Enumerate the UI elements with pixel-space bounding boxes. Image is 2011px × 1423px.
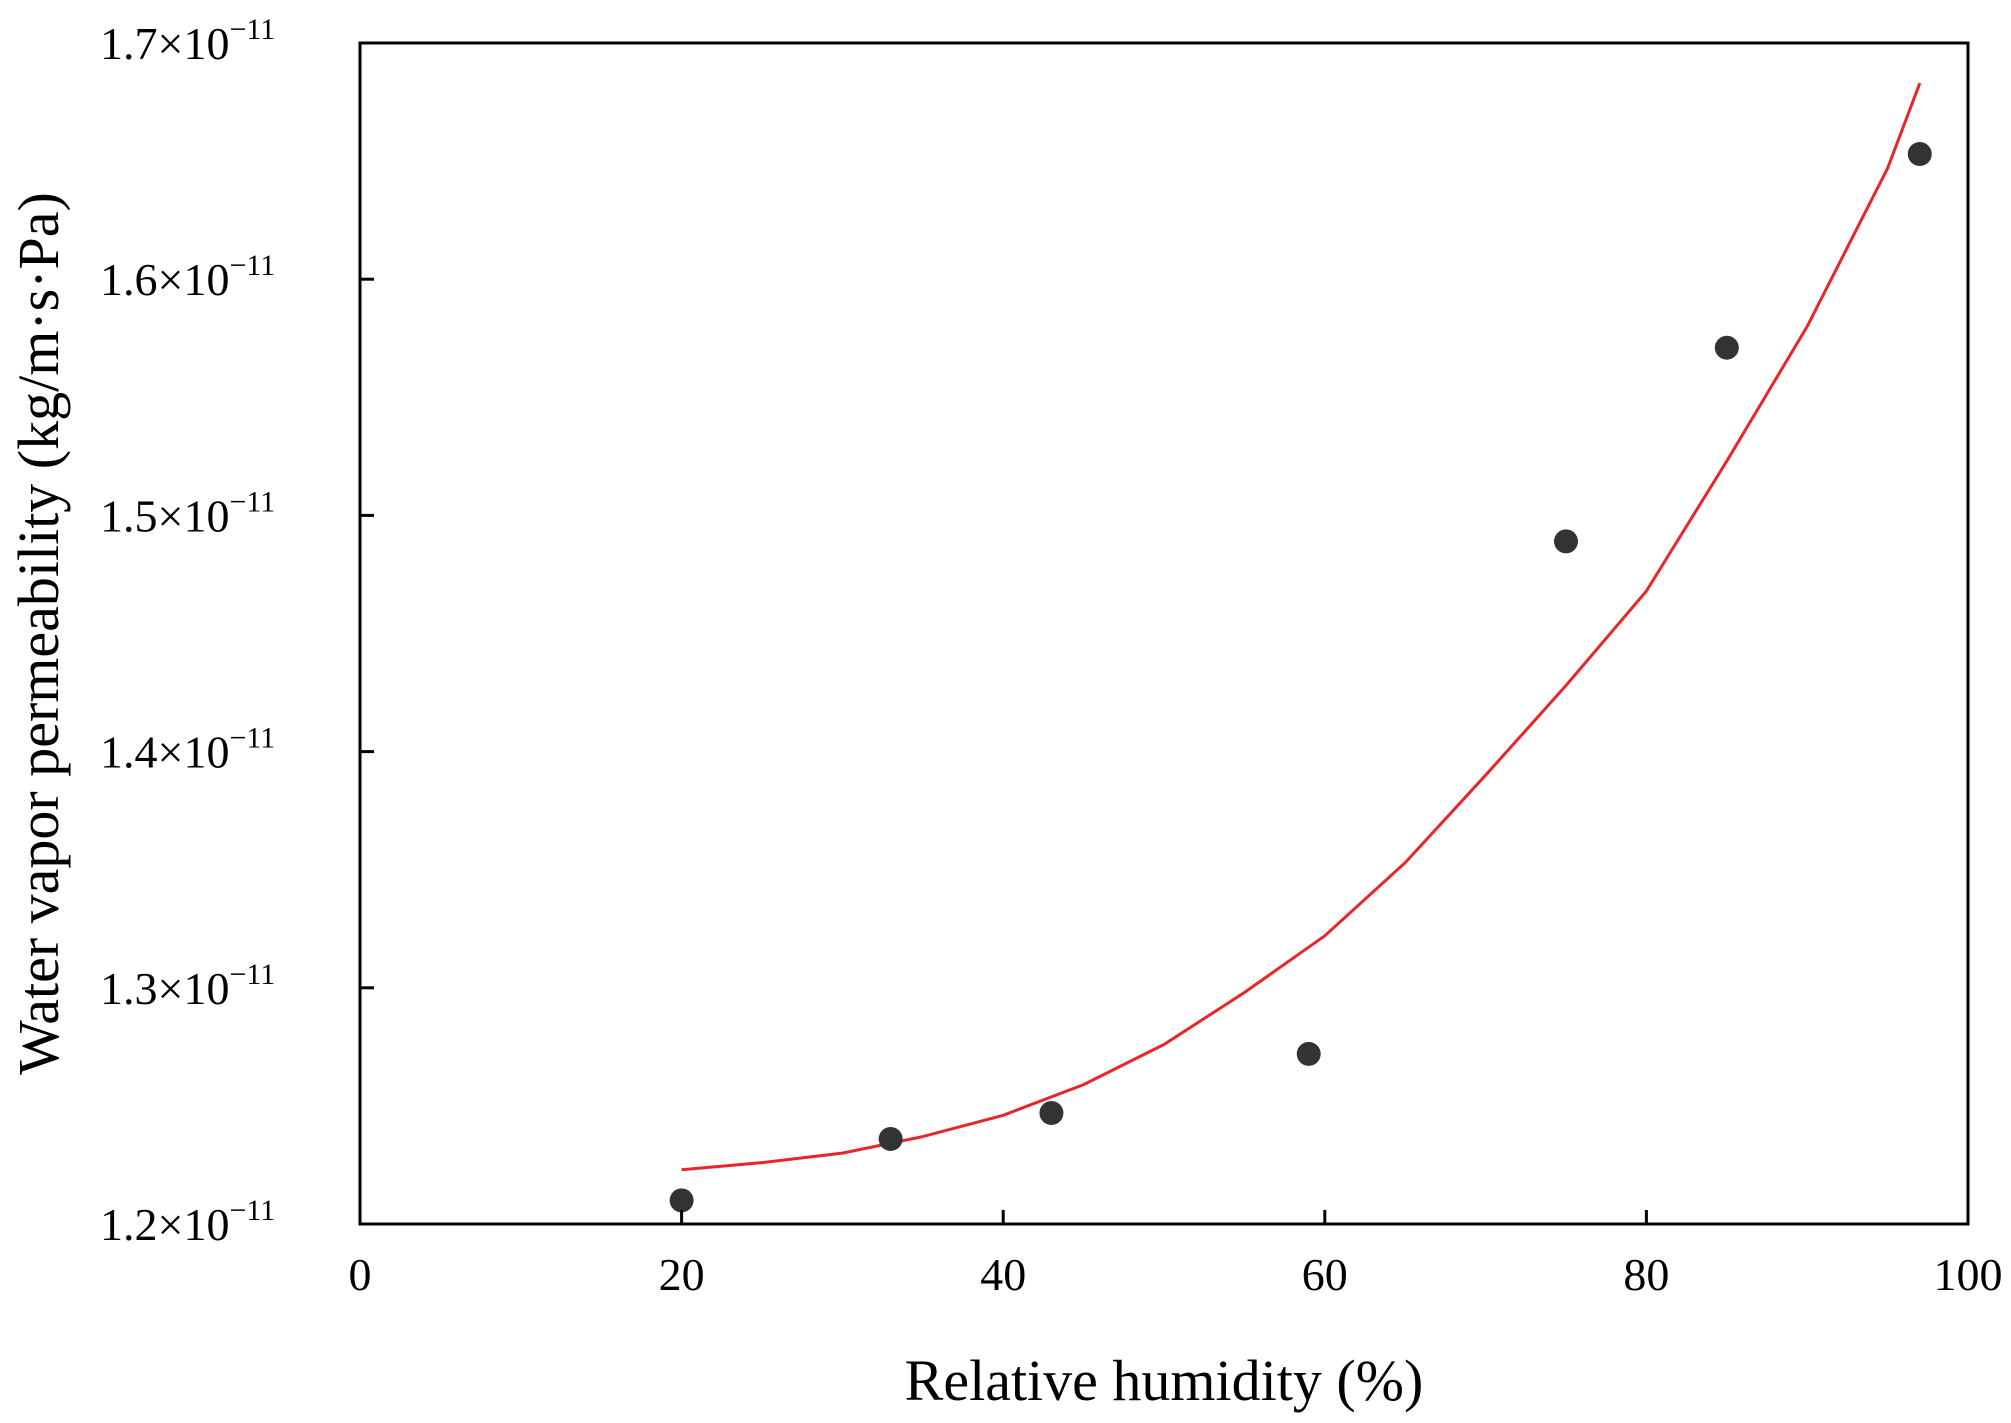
x-tick-label: 20 — [659, 1249, 705, 1300]
y-tick-label: 1.2×10−11 — [100, 1194, 275, 1250]
data-point — [1039, 1100, 1064, 1125]
x-tick-label: 40 — [980, 1249, 1026, 1300]
x-tick-label: 0 — [349, 1249, 372, 1300]
data-point — [1714, 335, 1739, 360]
x-axis: 0 20 40 60 80 100 — [349, 1210, 2003, 1300]
x-tick-label: 100 — [1934, 1249, 2003, 1300]
data-point — [1907, 142, 1932, 167]
y-tick-label: 1.4×10−11 — [100, 722, 275, 778]
y-tick-label: 1.7×10−11 — [100, 13, 275, 69]
plot-area — [669, 82, 1932, 1213]
data-point — [1296, 1041, 1321, 1066]
y-axis-title: Water vapor permeability (kg/m·s·Pa) — [6, 192, 71, 1075]
x-axis-title: Relative humidity (%) — [905, 1348, 1424, 1413]
x-tick-label: 80 — [1623, 1249, 1669, 1300]
data-point — [878, 1126, 903, 1151]
y-tick-label: 1.5×10−11 — [100, 485, 275, 541]
y-tick-label: 1.3×10−11 — [100, 958, 275, 1014]
data-point — [669, 1188, 694, 1213]
x-tick-label: 60 — [1302, 1249, 1348, 1300]
y-axis: 1.2×10−11 1.3×10−11 1.4×10−11 1.5×10−11 1.6×… — [100, 13, 374, 1250]
y-tick-label: 1.6×10−11 — [100, 249, 275, 305]
data-point — [1554, 529, 1578, 554]
plot-frame — [358, 41, 1970, 1226]
